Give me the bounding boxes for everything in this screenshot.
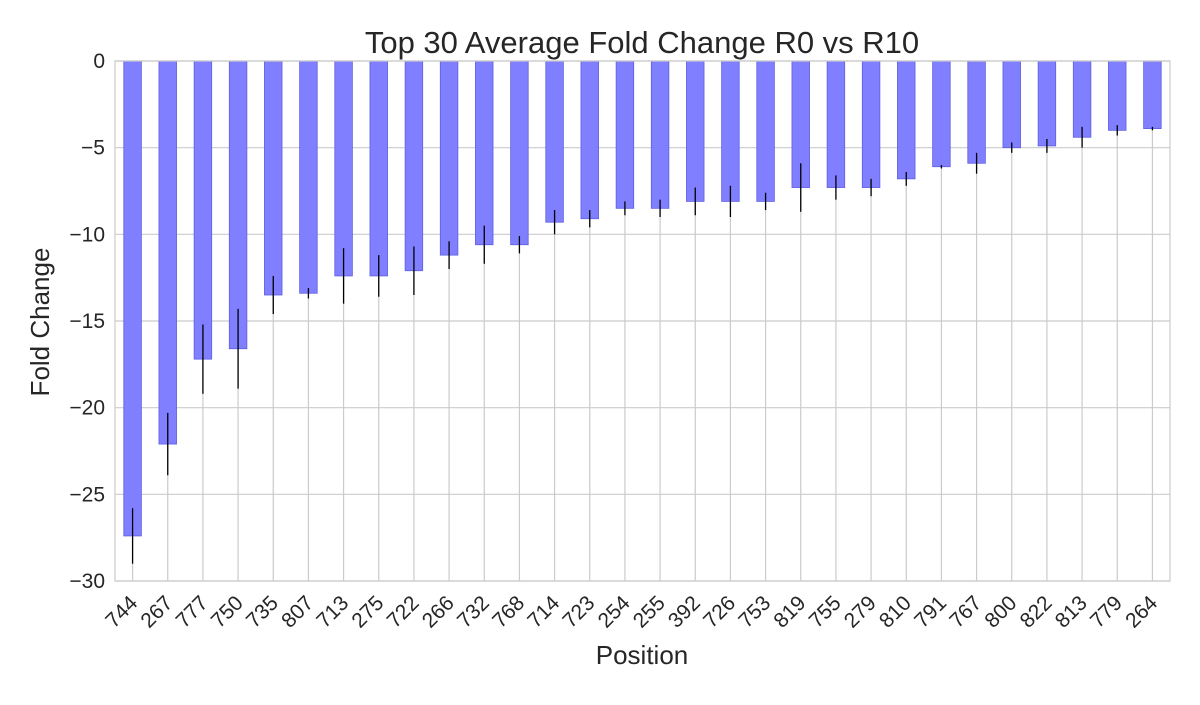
x-tick-label: 255	[629, 591, 670, 632]
y-tick-labels: 0 −5 −10 −15 −20 −25 −30	[69, 50, 105, 593]
bar	[545, 60, 564, 223]
bar	[1002, 60, 1021, 149]
bar	[1072, 60, 1092, 138]
x-tick-label: 767	[945, 591, 986, 632]
bar	[826, 60, 846, 188]
bar	[1143, 60, 1162, 129]
bar	[756, 60, 775, 202]
plot-frame	[114, 60, 1171, 582]
x-tick-label: 275	[347, 591, 388, 632]
bar	[228, 60, 248, 350]
y-tick-label: −20	[69, 397, 105, 420]
x-tick-label: 264	[1121, 591, 1162, 632]
bar	[580, 60, 599, 220]
bar	[1037, 60, 1057, 147]
y-tick-label: −10	[69, 223, 105, 246]
bar	[123, 60, 142, 537]
y-tick-label: −30	[69, 570, 105, 593]
x-tick-label: 726	[699, 591, 740, 632]
y-tick-label: −5	[81, 137, 105, 160]
bar	[264, 60, 283, 296]
chart-title: Top 30 Average Fold Change R0 vs R10	[365, 25, 919, 60]
x-tick-label: 714	[523, 591, 564, 632]
bar	[439, 60, 459, 256]
y-tick-label: 0	[93, 50, 105, 73]
bar	[369, 60, 388, 277]
x-tick-label: 744	[101, 591, 142, 632]
bar	[967, 60, 986, 164]
bar	[861, 60, 881, 188]
x-tick-label: 777	[172, 591, 213, 632]
bar	[932, 60, 951, 168]
x-tick-label: 819	[769, 591, 810, 632]
bar	[510, 60, 529, 246]
x-tick-label: 254	[594, 591, 635, 632]
x-tick-label: 755	[805, 591, 846, 632]
x-tick-label: 713	[312, 591, 353, 632]
x-tick-label: 722	[383, 591, 424, 632]
bar	[615, 60, 635, 209]
x-tick-label: 392	[664, 591, 705, 632]
x-tick-label: 822	[1016, 591, 1057, 632]
x-tick-label: 813	[1051, 591, 1092, 632]
x-tick-label: 791	[910, 591, 951, 632]
bar	[193, 60, 213, 360]
bar	[158, 60, 177, 445]
x-tick-label: 279	[840, 591, 881, 632]
bar	[897, 60, 916, 180]
bar	[404, 60, 424, 272]
bar	[650, 60, 670, 209]
x-tick-label: 753	[734, 591, 775, 632]
bar	[721, 60, 740, 202]
bar	[299, 60, 318, 294]
x-tick-label: 723	[558, 591, 599, 632]
bar	[686, 60, 705, 202]
x-tick-label: 779	[1086, 591, 1127, 632]
y-axis-label: Fold Change	[25, 248, 55, 397]
x-axis-label: Position	[596, 640, 689, 670]
x-tick-label: 807	[277, 591, 318, 632]
x-tick-label: 732	[453, 591, 494, 632]
bar	[475, 60, 494, 246]
x-tick-labels: 7442677777507358077132757222667327687147…	[101, 591, 1162, 632]
error-bar-layer	[131, 125, 1154, 564]
x-tick-label: 267	[136, 591, 177, 632]
x-tick-label: 735	[242, 591, 283, 632]
x-tick-label: 768	[488, 591, 529, 632]
x-tick-label: 266	[418, 591, 459, 632]
bar-layer	[123, 60, 1162, 537]
x-tick-label: 800	[980, 591, 1021, 632]
x-tick-label: 810	[875, 591, 916, 632]
y-tick-label: −25	[69, 483, 105, 506]
bar	[1108, 60, 1127, 131]
y-tick-label: −15	[69, 310, 105, 333]
x-tick-label: 750	[207, 591, 248, 632]
bar	[334, 60, 353, 277]
